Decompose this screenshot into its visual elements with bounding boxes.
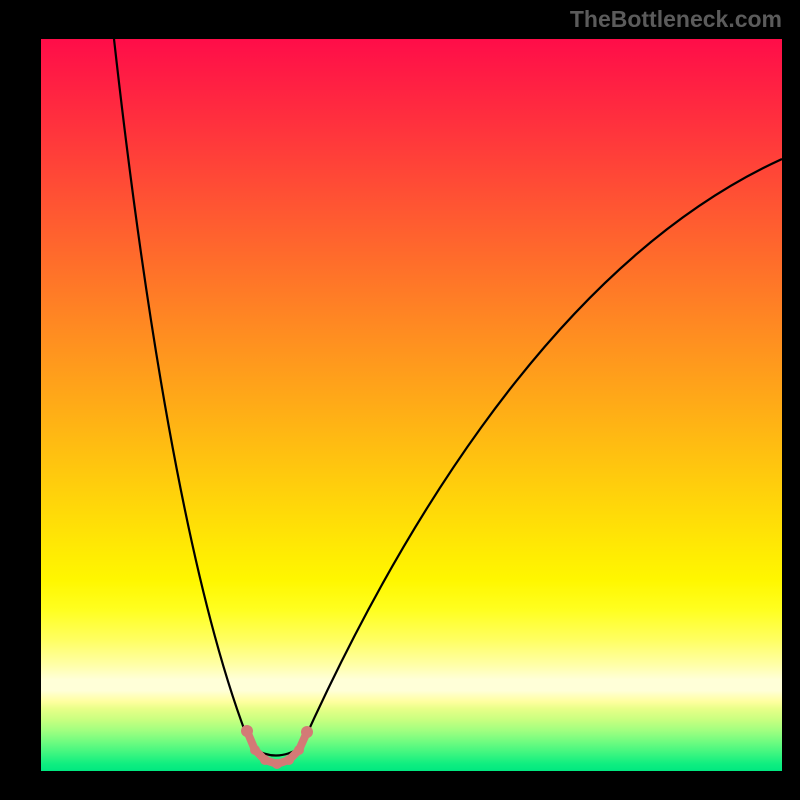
bottleneck-curve-chart [0, 0, 800, 800]
curve-marker [260, 755, 270, 765]
curve-marker [301, 726, 313, 738]
plot-background [41, 39, 782, 771]
curve-marker [241, 725, 253, 737]
chart-frame [0, 0, 800, 800]
watermark-label: TheBottleneck.com [570, 6, 782, 33]
curve-marker [250, 745, 260, 755]
curve-marker [272, 759, 282, 769]
curve-marker [284, 755, 294, 765]
curve-marker [294, 745, 304, 755]
